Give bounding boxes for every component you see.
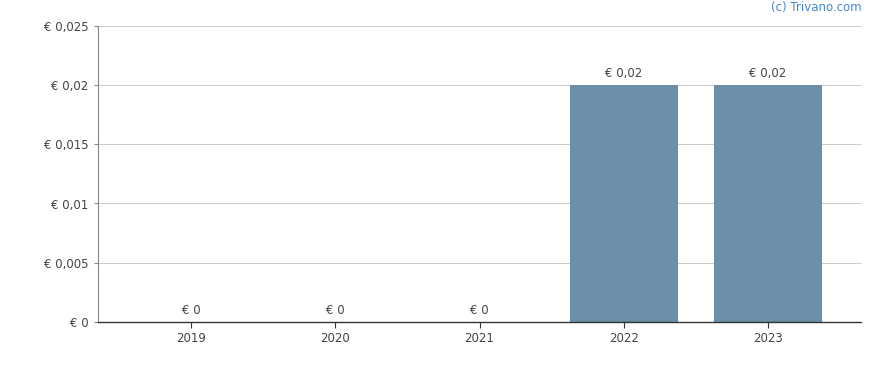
Text: € 0,02: € 0,02 [605,67,642,80]
Text: € 0: € 0 [326,303,345,317]
Text: (c) Trivano.com: (c) Trivano.com [771,1,861,14]
Text: € 0: € 0 [471,303,488,317]
Bar [569,85,678,322]
Text: € 0: € 0 [182,303,201,317]
Bar [714,85,821,322]
Text: € 0,02: € 0,02 [749,67,787,80]
